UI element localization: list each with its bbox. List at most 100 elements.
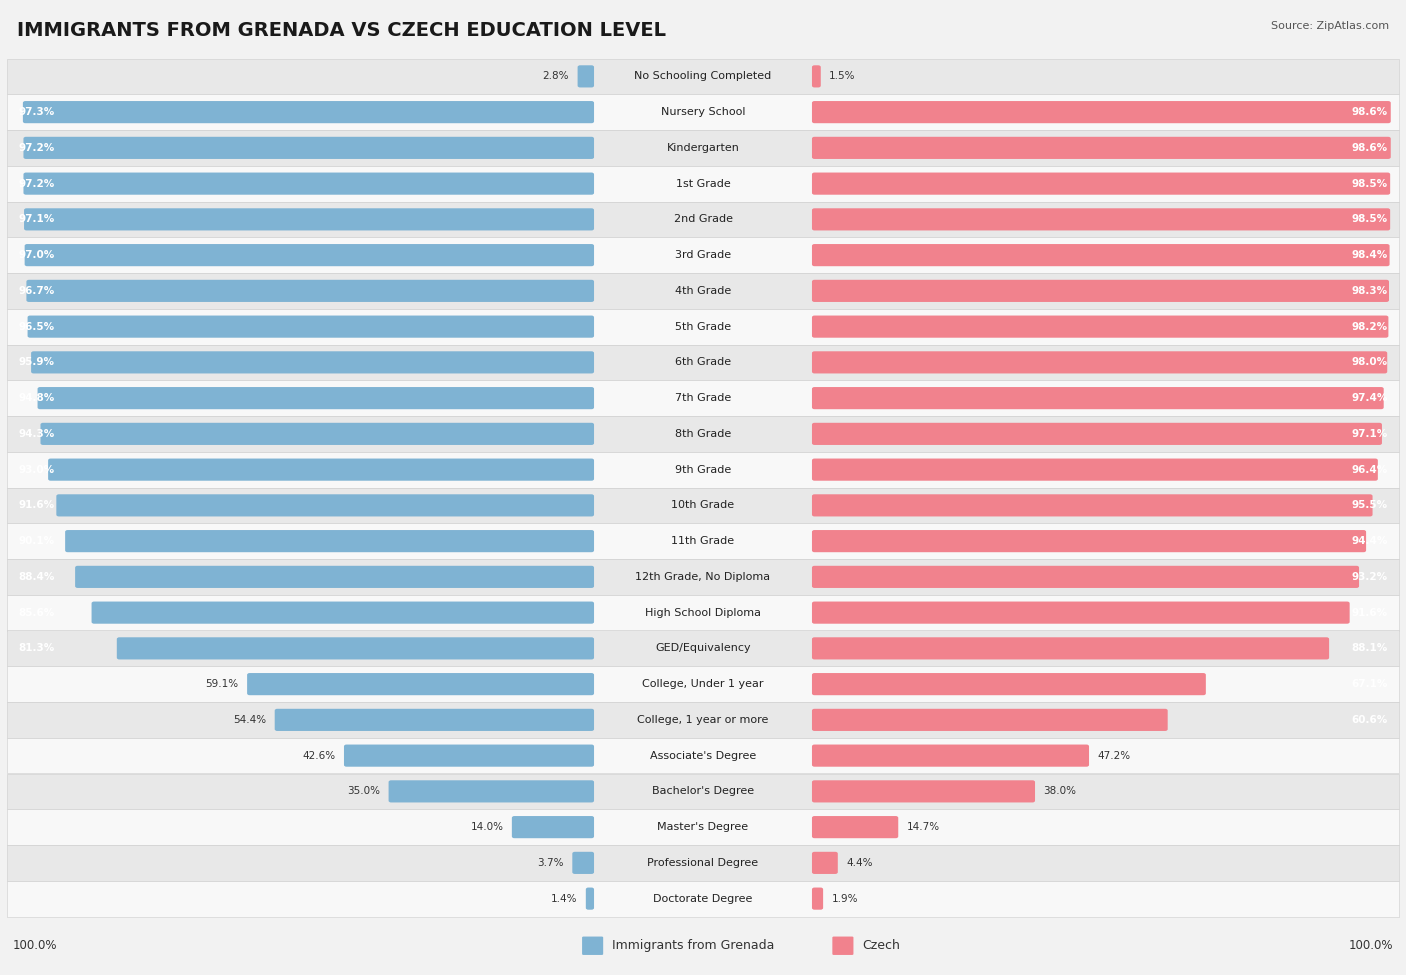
Text: Immigrants from Grenada: Immigrants from Grenada	[612, 939, 773, 953]
Text: 90.1%: 90.1%	[18, 536, 55, 546]
Text: 38.0%: 38.0%	[1043, 787, 1077, 797]
FancyBboxPatch shape	[813, 209, 1391, 230]
Text: 96.4%: 96.4%	[1351, 465, 1388, 475]
Bar	[7, 488, 1399, 524]
FancyBboxPatch shape	[813, 244, 1389, 266]
Text: 97.3%: 97.3%	[18, 107, 55, 117]
Text: 4th Grade: 4th Grade	[675, 286, 731, 295]
FancyBboxPatch shape	[24, 136, 593, 159]
FancyBboxPatch shape	[65, 530, 593, 552]
Text: 98.0%: 98.0%	[1351, 358, 1388, 368]
FancyBboxPatch shape	[813, 638, 1329, 659]
Text: Bachelor's Degree: Bachelor's Degree	[652, 787, 754, 797]
Text: Doctorate Degree: Doctorate Degree	[654, 894, 752, 904]
FancyBboxPatch shape	[813, 816, 898, 838]
FancyBboxPatch shape	[586, 887, 593, 910]
Text: 98.3%: 98.3%	[1351, 286, 1388, 295]
FancyBboxPatch shape	[512, 816, 593, 838]
FancyBboxPatch shape	[75, 566, 593, 588]
Text: Professional Degree: Professional Degree	[647, 858, 759, 868]
Bar	[7, 130, 1399, 166]
FancyBboxPatch shape	[813, 101, 1391, 123]
Bar	[7, 58, 1399, 95]
FancyBboxPatch shape	[813, 852, 838, 874]
Bar	[7, 880, 1399, 916]
Text: 98.4%: 98.4%	[1351, 251, 1388, 260]
FancyBboxPatch shape	[813, 566, 1360, 588]
FancyBboxPatch shape	[56, 494, 593, 517]
Text: 14.0%: 14.0%	[471, 822, 503, 832]
FancyBboxPatch shape	[24, 209, 593, 230]
FancyBboxPatch shape	[813, 602, 1350, 624]
Text: GED/Equivalency: GED/Equivalency	[655, 644, 751, 653]
Text: 4.4%: 4.4%	[846, 858, 873, 868]
Text: Associate's Degree: Associate's Degree	[650, 751, 756, 760]
Text: 88.4%: 88.4%	[18, 572, 55, 582]
Text: 98.5%: 98.5%	[1351, 214, 1388, 224]
Text: 60.6%: 60.6%	[1351, 715, 1388, 724]
FancyBboxPatch shape	[28, 316, 593, 337]
FancyBboxPatch shape	[41, 423, 593, 445]
Text: 98.6%: 98.6%	[1351, 107, 1388, 117]
FancyBboxPatch shape	[25, 244, 593, 266]
FancyBboxPatch shape	[813, 709, 1168, 731]
Text: 1st Grade: 1st Grade	[676, 178, 730, 188]
FancyBboxPatch shape	[388, 780, 593, 802]
Text: 98.6%: 98.6%	[1351, 143, 1388, 153]
Bar	[7, 738, 1399, 773]
FancyBboxPatch shape	[813, 316, 1388, 337]
FancyBboxPatch shape	[813, 387, 1384, 410]
Text: 5th Grade: 5th Grade	[675, 322, 731, 332]
FancyBboxPatch shape	[813, 423, 1382, 445]
FancyBboxPatch shape	[813, 458, 1378, 481]
Text: 94.4%: 94.4%	[1351, 536, 1388, 546]
Text: 67.1%: 67.1%	[1351, 680, 1388, 689]
Text: 59.1%: 59.1%	[205, 680, 239, 689]
Text: 1.5%: 1.5%	[830, 71, 856, 81]
FancyBboxPatch shape	[813, 530, 1367, 552]
Text: Kindergarten: Kindergarten	[666, 143, 740, 153]
Text: 97.1%: 97.1%	[18, 214, 55, 224]
FancyBboxPatch shape	[578, 65, 593, 88]
FancyBboxPatch shape	[813, 887, 823, 910]
Text: IMMIGRANTS FROM GRENADA VS CZECH EDUCATION LEVEL: IMMIGRANTS FROM GRENADA VS CZECH EDUCATI…	[17, 21, 666, 40]
Text: 93.2%: 93.2%	[1351, 572, 1388, 582]
Text: 47.2%: 47.2%	[1098, 751, 1130, 760]
Text: 10th Grade: 10th Grade	[672, 500, 734, 510]
FancyBboxPatch shape	[813, 745, 1090, 766]
Text: 6th Grade: 6th Grade	[675, 358, 731, 368]
Text: 100.0%: 100.0%	[1348, 939, 1393, 953]
Text: 94.3%: 94.3%	[18, 429, 55, 439]
Text: 14.7%: 14.7%	[907, 822, 939, 832]
Text: 98.5%: 98.5%	[1351, 178, 1388, 188]
FancyBboxPatch shape	[813, 280, 1389, 302]
Text: 96.7%: 96.7%	[18, 286, 55, 295]
Bar	[7, 595, 1399, 631]
Bar	[7, 631, 1399, 666]
FancyBboxPatch shape	[813, 173, 1391, 195]
FancyBboxPatch shape	[24, 173, 593, 195]
Bar	[7, 416, 1399, 451]
FancyBboxPatch shape	[813, 780, 1035, 802]
Text: 95.5%: 95.5%	[1351, 500, 1388, 510]
Text: 97.2%: 97.2%	[18, 178, 55, 188]
Bar	[7, 166, 1399, 202]
Text: High School Diploma: High School Diploma	[645, 607, 761, 617]
Text: 81.3%: 81.3%	[18, 644, 55, 653]
Text: Nursery School: Nursery School	[661, 107, 745, 117]
FancyBboxPatch shape	[274, 709, 593, 731]
Text: 1.9%: 1.9%	[831, 894, 858, 904]
FancyBboxPatch shape	[91, 602, 593, 624]
FancyBboxPatch shape	[22, 101, 593, 123]
FancyBboxPatch shape	[832, 937, 853, 955]
Text: 97.2%: 97.2%	[18, 143, 55, 153]
Bar	[7, 202, 1399, 237]
Bar	[7, 845, 1399, 880]
Text: 98.2%: 98.2%	[1351, 322, 1388, 332]
Text: Czech: Czech	[862, 939, 900, 953]
FancyBboxPatch shape	[117, 638, 593, 659]
Text: 95.9%: 95.9%	[18, 358, 55, 368]
FancyBboxPatch shape	[38, 387, 593, 410]
Text: 35.0%: 35.0%	[347, 787, 380, 797]
Bar	[7, 773, 1399, 809]
